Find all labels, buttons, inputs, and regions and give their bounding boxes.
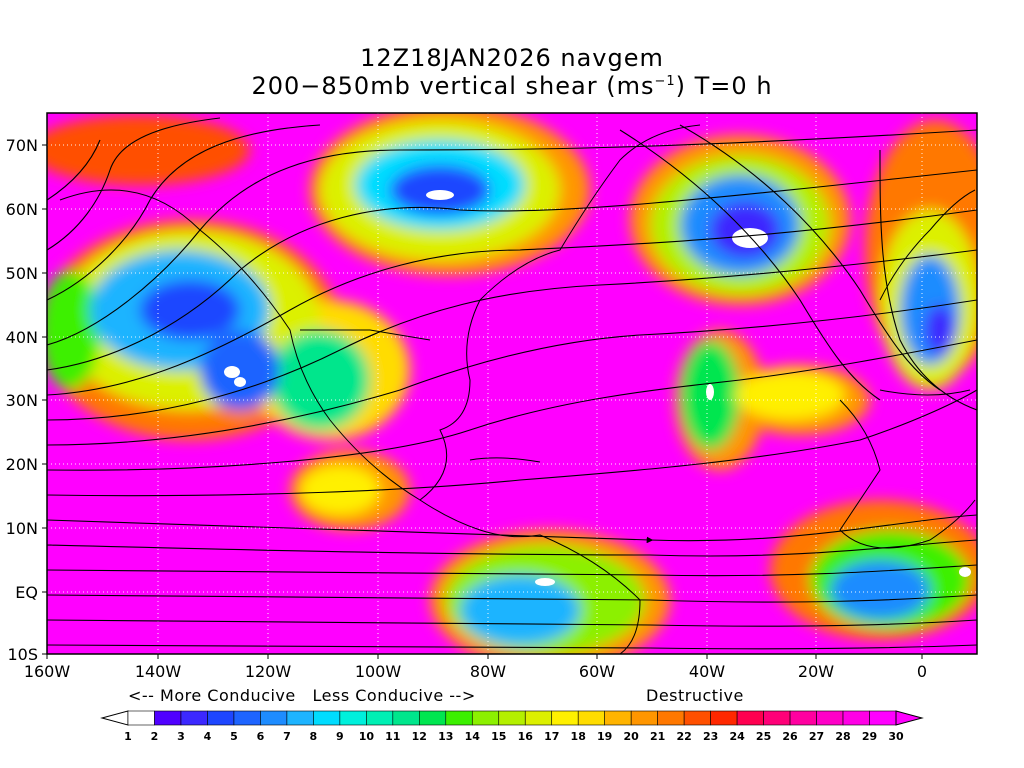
colorbar-swatch [816,710,844,726]
colorbar-label: 26 [782,730,798,743]
colorbar-swatch [313,710,341,726]
colorbar-label: 11 [385,730,400,743]
colorbar-low-arrow [100,710,129,726]
colorbar-swatch [736,710,764,726]
colorbar-swatch [392,710,420,726]
colorbar-label: 5 [230,730,238,743]
colorbar-swatch [630,710,658,726]
colorbar-swatch [207,710,235,726]
colorbar-label: 9 [336,730,344,743]
colorbar-label: 14 [465,730,481,743]
lon-label: 120W [245,662,292,681]
colorbar-label: 12 [412,730,427,743]
lon-label: 0 [917,662,927,681]
lat-label: 40N [6,328,38,347]
colorbar-label: 30 [888,730,904,743]
colorbar-swatch [577,710,605,726]
caption-conducive: <-- More Conducive Less Conducive --> [128,686,476,705]
map-plot-area [47,113,977,654]
colorbar-label: 19 [597,730,612,743]
colorbar-labels: 1 2 3 4 5 6 7 8 9 10 11 12 13 14 15 16 17 18 19 20 21 22 23 24 2… [124,730,904,743]
title-line-2-superscript: −1 [654,74,676,89]
colorbar-label: 23 [703,730,718,743]
colorbar-label: 27 [809,730,824,743]
colorbar-label: 25 [756,730,771,743]
colorbar-label: 1 [124,730,132,743]
latitude-axis: 70N 60N 50N 40N 30N 20N 10N EQ 10S [6,136,47,664]
colorbar-swatch [154,710,182,726]
coastlines [59,124,976,654]
colorbar-swatch [710,710,738,726]
colorbar-label: 15 [491,730,506,743]
colorbar-swatch [789,710,817,726]
colorbar-label: 28 [835,730,850,743]
lon-label: 40W [689,662,725,681]
colorbar-swatch [127,710,155,726]
shear-field [47,113,977,654]
longitude-axis: 160W 140W 120W 100W 80W 60W 40W 20W 0 [24,654,927,681]
lon-label: 100W [355,662,402,681]
title-line-2-prefix: 200−850mb vertical shear (ms [251,72,655,100]
lon-label: 60W [579,662,615,681]
colorbar-swatch [869,710,897,726]
plot-frame [46,112,978,655]
colorbar-label: 13 [438,730,453,743]
colorbar-swatch [471,710,500,726]
lat-label: 70N [6,136,38,155]
colorbar-label: 18 [571,730,586,743]
colorbar-swatch [498,710,526,726]
colorbar-swatch [366,710,394,726]
colorbar-swatch [763,710,791,726]
colorbar-label: 3 [177,730,185,743]
lat-label: 20N [6,455,38,474]
colorbar-label: 21 [650,730,665,743]
colorbar-swatch [683,710,711,726]
lon-label: 80W [470,662,506,681]
colorbar-label: 4 [204,730,212,743]
colorbar-swatch [233,710,261,726]
title-line-1: 12Z18JAN2026 navgem [360,44,664,72]
title-line-2: 200−850mb vertical shear (ms−1) T=0 h [0,72,1024,100]
colorbar-swatch [260,710,288,726]
lat-label: 10S [7,645,38,664]
colorbar-swatch [419,710,447,726]
lon-label: 20W [798,662,834,681]
colorbar-label: 29 [862,730,877,743]
colorbar-swatch [445,710,473,726]
colorbar-swatch [339,710,367,726]
title-line-2-suffix: ) T=0 h [675,72,773,100]
colorbar [100,710,924,726]
colorbar-swatch [524,710,553,726]
colorbar-label: 16 [518,730,534,743]
colorbar-high-arrow [895,710,924,726]
lon-label: 160W [24,662,71,681]
colorbar-swatch [842,710,870,726]
colorbar-swatch [657,710,685,726]
colorbar-swatch [180,710,208,726]
colorbar-label: 2 [151,730,159,743]
lat-label: 30N [6,391,38,410]
lat-label: EQ [15,583,38,602]
colorbar-label: 8 [310,730,318,743]
caption-destructive: Destructive [646,686,744,705]
colorbar-swatch [286,710,314,726]
lat-label: 10N [6,519,38,538]
streamlines [47,117,977,650]
colorbar-swatch [604,710,632,726]
lon-label: 140W [135,662,182,681]
colorbar-label: 20 [624,730,640,743]
low-shear-cores [224,190,971,586]
colorbar-label: 10 [359,730,375,743]
colorbar-label: 24 [729,730,745,743]
colorbar-label: 22 [676,730,691,743]
colorbar-swatch [551,710,579,726]
lat-label: 50N [6,264,38,283]
colorbar-label: 6 [257,730,265,743]
lat-label: 60N [6,200,38,219]
colorbar-label: 7 [283,730,291,743]
colorbar-label: 17 [544,730,559,743]
